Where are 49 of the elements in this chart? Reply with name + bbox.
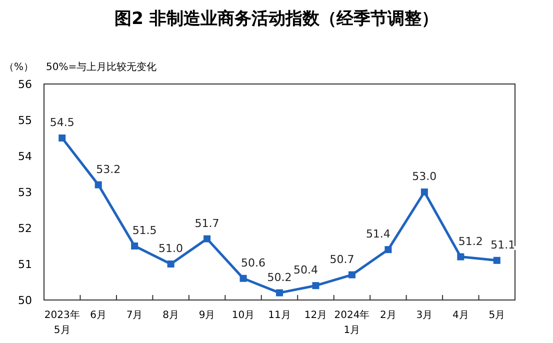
data-label: 54.5 bbox=[50, 116, 74, 129]
x-tick-label: 8月 bbox=[162, 310, 179, 321]
data-label: 51.0 bbox=[158, 242, 184, 255]
x-tick-label: 2023年 5月 bbox=[44, 309, 80, 336]
point bbox=[204, 235, 211, 242]
chart-title: 图2 非制造业商务活动指数（经季节调整） bbox=[114, 9, 438, 29]
point bbox=[384, 246, 392, 254]
x-tick-label: 7月 bbox=[126, 310, 143, 321]
y-tick-label: 50 bbox=[18, 294, 32, 307]
data-label: 51.7 bbox=[194, 216, 220, 230]
point bbox=[312, 282, 320, 290]
data-label: 50.7 bbox=[330, 252, 354, 266]
y-tick-label: 53 bbox=[18, 186, 32, 199]
data-label: 53.2 bbox=[96, 162, 121, 176]
data-label: 50.2 bbox=[267, 270, 292, 284]
y-tick-label: 54 bbox=[18, 150, 32, 163]
data-label: 53.0 bbox=[412, 170, 437, 183]
point bbox=[420, 188, 428, 196]
data-label: 51.2 bbox=[458, 234, 483, 248]
x-tick-label: 2024年 1月 bbox=[334, 309, 370, 336]
x-tick-label: 6月 bbox=[90, 310, 107, 321]
point bbox=[348, 271, 356, 278]
point bbox=[167, 260, 174, 268]
x-tick-label: 4月 bbox=[452, 310, 469, 321]
y-tick-label: 52 bbox=[18, 222, 32, 235]
data-label: 51.1 bbox=[490, 238, 516, 252]
x-tick-label: 2月 bbox=[380, 310, 396, 321]
x-tick-label: 12月 bbox=[304, 310, 328, 321]
point bbox=[493, 256, 500, 264]
point bbox=[240, 274, 247, 282]
x-tick-label: 10月 bbox=[232, 310, 255, 321]
x-tick-label: 11月 bbox=[268, 310, 291, 321]
data-label: 50.4 bbox=[293, 264, 318, 277]
text: 50%=与上月比较无变化 bbox=[46, 61, 157, 73]
y-axis-title: （%） bbox=[4, 62, 34, 73]
point bbox=[94, 181, 102, 188]
point bbox=[457, 253, 464, 260]
data-label: 50.6 bbox=[241, 256, 266, 270]
point bbox=[276, 289, 283, 296]
y-tick-label: 56 bbox=[18, 78, 32, 91]
y-tick-label: 55 bbox=[18, 114, 32, 127]
point bbox=[58, 134, 66, 142]
point bbox=[131, 242, 138, 250]
data-label: 51.5 bbox=[132, 224, 157, 237]
data-label: 51.4 bbox=[366, 228, 390, 241]
x-tick-label: 5月 bbox=[488, 310, 506, 321]
x-tick-label: 3月 bbox=[416, 310, 433, 321]
x-tick-label: 9月 bbox=[198, 310, 216, 321]
y-tick-label: 51 bbox=[18, 258, 32, 271]
